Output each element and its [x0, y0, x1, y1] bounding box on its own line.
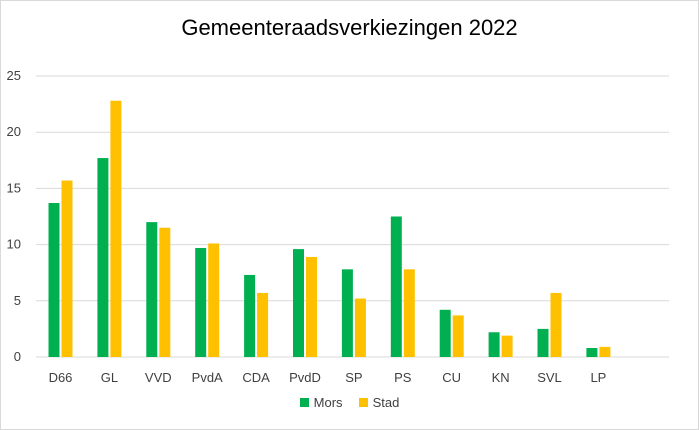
bar-stad-cu	[452, 315, 464, 357]
bar-mors-pvdd	[293, 249, 304, 357]
bar-stad-pvdd	[306, 256, 317, 357]
bar-stad-ps	[403, 269, 415, 357]
bar-mors-sp	[341, 269, 353, 357]
bar-mors-lp	[586, 348, 598, 357]
bar-mors-cu	[439, 309, 451, 357]
bar-stad-lp	[599, 346, 611, 357]
x-tick-label-lp: LP	[590, 370, 606, 385]
bar-stad-cda	[257, 292, 269, 357]
x-tick-label-gl: GL	[101, 370, 118, 385]
bar-stad-svl	[550, 292, 562, 357]
legend-swatch-mors	[299, 398, 309, 407]
bar-stad-kn	[501, 335, 513, 357]
x-tick-label-pvdd: PvdD	[289, 370, 321, 385]
x-tick-label-d66: D66	[49, 370, 73, 385]
chart-title: Gemeenteraadsverkiezingen 2022	[181, 15, 518, 40]
bar-stad-vvd	[159, 227, 171, 357]
x-tick-label-cu: CU	[442, 370, 461, 385]
legend-label-stad: Stad	[372, 395, 400, 410]
bar-stad-sp	[354, 298, 366, 357]
y-tick-label-20: 20	[7, 124, 21, 139]
x-tick-label-svl: SVL	[537, 370, 562, 385]
y-tick-label-5: 5	[14, 293, 21, 308]
bar-stad-pvda	[208, 243, 220, 357]
legend-swatch-stad	[358, 398, 368, 407]
y-tick-label-15: 15	[7, 180, 21, 195]
legend-item-mors: Mors	[299, 395, 343, 410]
x-tick-label-ps: PS	[394, 370, 412, 385]
bar-mors-d66	[48, 203, 60, 357]
bar-mors-svl	[537, 328, 549, 357]
bar-mors-kn	[488, 332, 500, 357]
bar-mors-ps	[390, 216, 402, 357]
x-tick-label-cda: CDA	[242, 370, 270, 385]
x-tick-label-pvda: PvdA	[192, 370, 223, 385]
y-tick-label-0: 0	[14, 349, 21, 364]
bar-mors-vvd	[146, 222, 158, 357]
legend-label-mors: Mors	[313, 395, 343, 410]
chart-legend: Mors Stad	[1, 395, 698, 410]
x-tick-label-sp: SP	[345, 370, 362, 385]
bar-stad-gl	[110, 100, 122, 357]
legend-item-stad: Stad	[358, 395, 400, 410]
x-tick-label-kn: KN	[492, 370, 510, 385]
bar-mors-gl	[97, 158, 109, 357]
x-tick-label-vvd: VVD	[145, 370, 172, 385]
bar-mors-cda	[244, 274, 256, 357]
y-tick-label-25: 25	[7, 68, 21, 83]
bar-stad-d66	[61, 180, 73, 357]
y-tick-label-10: 10	[7, 237, 21, 252]
bar-mors-pvda	[195, 247, 207, 357]
